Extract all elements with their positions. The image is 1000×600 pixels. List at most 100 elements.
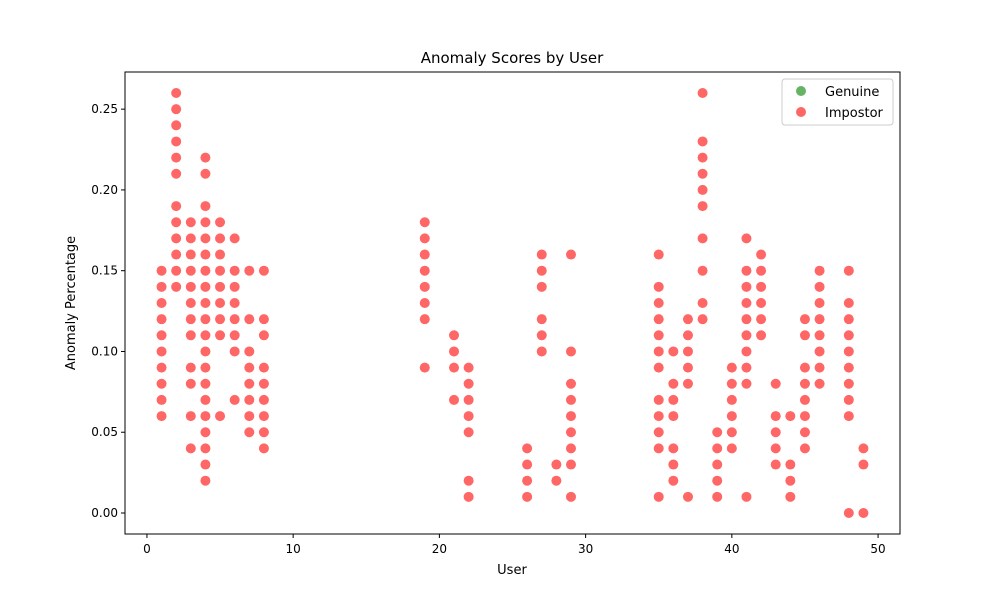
- data-point-impostor: [171, 120, 182, 131]
- data-point-impostor: [229, 346, 240, 357]
- data-point-impostor: [536, 265, 547, 276]
- data-point-impostor: [200, 411, 211, 422]
- data-point-impostor: [726, 411, 737, 422]
- data-point-impostor: [814, 298, 825, 308]
- data-point-impostor: [726, 362, 737, 373]
- data-point-impostor: [229, 281, 240, 292]
- data-point-impostor: [229, 394, 240, 405]
- data-point-impostor: [565, 346, 576, 357]
- data-point-impostor: [843, 265, 854, 276]
- data-point-impostor: [756, 330, 767, 341]
- data-point-impostor: [171, 233, 182, 244]
- data-point-impostor: [536, 314, 547, 325]
- data-point-impostor: [814, 378, 825, 389]
- data-point-impostor: [770, 378, 781, 389]
- data-point-impostor: [843, 298, 854, 308]
- data-point-impostor: [799, 394, 810, 405]
- data-point-impostor: [185, 233, 196, 244]
- data-point-impostor: [653, 394, 664, 405]
- data-point-impostor: [185, 265, 196, 276]
- data-point-impostor: [200, 443, 211, 454]
- y-tick-label: 0.10: [91, 344, 118, 358]
- data-point-impostor: [756, 249, 767, 260]
- legend-marker-impostor: [796, 107, 806, 117]
- data-point-impostor: [156, 265, 167, 276]
- data-point-impostor: [653, 314, 664, 325]
- data-point-impostor: [697, 168, 708, 179]
- data-point-impostor: [244, 427, 255, 438]
- data-point-impostor: [653, 362, 664, 373]
- data-point-impostor: [565, 459, 576, 470]
- data-point-impostor: [200, 394, 211, 405]
- data-point-impostor: [536, 330, 547, 341]
- data-point-impostor: [200, 314, 211, 325]
- chart-title: Anomaly Scores by User: [421, 49, 604, 67]
- data-point-impostor: [814, 265, 825, 276]
- data-point-impostor: [712, 427, 723, 438]
- data-point-impostor: [726, 427, 737, 438]
- data-point-impostor: [200, 459, 211, 470]
- data-point-impostor: [682, 314, 693, 325]
- data-point-impostor: [814, 362, 825, 373]
- data-point-impostor: [536, 346, 547, 357]
- data-point-impostor: [726, 394, 737, 405]
- data-point-impostor: [726, 378, 737, 389]
- x-axis-label: User: [497, 563, 527, 578]
- legend: Genuine Impostor: [781, 78, 894, 126]
- data-point-impostor: [200, 281, 211, 292]
- data-point-impostor: [697, 233, 708, 244]
- data-point-impostor: [200, 330, 211, 341]
- data-point-impostor: [814, 314, 825, 325]
- data-point-impostor: [536, 249, 547, 260]
- data-point-impostor: [799, 411, 810, 422]
- data-point-impostor: [653, 491, 664, 502]
- y-tick-label: 0.25: [91, 102, 118, 116]
- data-point-impostor: [156, 298, 167, 308]
- data-point-impostor: [200, 152, 211, 163]
- data-point-impostor: [770, 411, 781, 422]
- data-point-impostor: [185, 298, 196, 308]
- data-point-impostor: [200, 298, 211, 308]
- data-point-impostor: [258, 265, 269, 276]
- data-point-impostor: [858, 443, 869, 454]
- data-point-impostor: [756, 281, 767, 292]
- data-point-impostor: [156, 330, 167, 341]
- data-point-impostor: [156, 281, 167, 292]
- data-point-impostor: [419, 249, 430, 260]
- data-point-impostor: [200, 249, 211, 260]
- data-point-impostor: [668, 459, 679, 470]
- data-point-impostor: [799, 330, 810, 341]
- data-point-impostor: [258, 378, 269, 389]
- data-point-impostor: [171, 281, 182, 292]
- data-point-impostor: [565, 378, 576, 389]
- data-point-impostor: [682, 362, 693, 373]
- x-tick-label: 20: [432, 542, 447, 556]
- data-point-impostor: [244, 346, 255, 357]
- data-point-impostor: [185, 314, 196, 325]
- data-point-impostor: [244, 411, 255, 422]
- data-point-impostor: [785, 459, 796, 470]
- data-point-impostor: [229, 265, 240, 276]
- data-point-impostor: [756, 314, 767, 325]
- data-point-impostor: [229, 330, 240, 341]
- data-point-impostor: [653, 298, 664, 308]
- data-point-impostor: [258, 330, 269, 341]
- data-point-impostor: [258, 362, 269, 373]
- x-axis-ticks: 0 10 20 30 40 50: [143, 534, 886, 556]
- data-point-impostor: [770, 443, 781, 454]
- data-point-impostor: [668, 475, 679, 486]
- y-tick-label: 0.15: [91, 264, 118, 278]
- data-point-impostor: [244, 362, 255, 373]
- data-point-impostor: [843, 362, 854, 373]
- data-point-impostor: [712, 475, 723, 486]
- data-point-impostor: [799, 427, 810, 438]
- y-tick-label: 0.20: [91, 183, 118, 197]
- data-point-impostor: [565, 249, 576, 260]
- data-point-impostor: [843, 394, 854, 405]
- data-point-impostor: [668, 394, 679, 405]
- data-point-impostor: [419, 217, 430, 228]
- data-point-impostor: [156, 411, 167, 422]
- data-point-impostor: [858, 508, 869, 518]
- data-point-impostor: [565, 427, 576, 438]
- data-point-impostor: [785, 411, 796, 422]
